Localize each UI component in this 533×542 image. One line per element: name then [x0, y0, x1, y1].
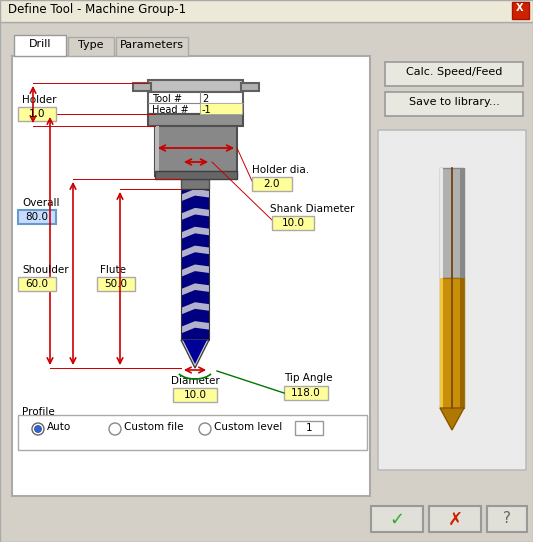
Text: 2: 2 [202, 94, 208, 104]
Text: Shank Diameter: Shank Diameter [270, 204, 354, 214]
Bar [116, 37, 188, 56]
Text: 50.0: 50.0 [104, 279, 127, 289]
Bar [0, 0, 533, 22]
Bar [460, 278, 464, 408]
Text: Shoulder: Shoulder [22, 265, 69, 275]
Polygon shape [440, 408, 464, 430]
Text: Type: Type [78, 40, 104, 50]
Text: Holder dia.: Holder dia. [252, 165, 309, 175]
Text: Custom file: Custom file [124, 422, 183, 432]
Bar [133, 83, 151, 91]
Polygon shape [183, 340, 207, 364]
Bar [148, 114, 243, 126]
Text: Calc. Speed/Feed: Calc. Speed/Feed [406, 67, 502, 77]
Bar [440, 278, 443, 408]
Bar [385, 92, 523, 116]
Bar [155, 171, 237, 179]
Bar [155, 126, 159, 176]
Bar [181, 189, 209, 340]
Polygon shape [181, 340, 209, 368]
Bar [173, 388, 217, 402]
Circle shape [199, 423, 211, 435]
Polygon shape [181, 302, 209, 314]
Bar [487, 506, 527, 532]
Text: Drill: Drill [29, 39, 51, 49]
Text: Parameters: Parameters [120, 40, 184, 50]
Bar [200, 103, 242, 114]
Polygon shape [181, 189, 209, 201]
Bar [460, 168, 464, 278]
Bar [371, 506, 423, 532]
Bar [440, 168, 443, 278]
Bar [230, 0, 430, 18]
Text: 1.0: 1.0 [29, 109, 45, 119]
Bar [181, 189, 209, 340]
Bar [18, 210, 56, 224]
Circle shape [109, 423, 121, 435]
Bar [378, 130, 526, 470]
Bar [18, 413, 367, 417]
Text: ✓: ✓ [390, 511, 405, 529]
Text: ?: ? [503, 511, 511, 526]
Bar [18, 107, 56, 121]
Circle shape [32, 423, 44, 435]
Bar [148, 80, 243, 92]
Text: 80.0: 80.0 [26, 212, 49, 222]
Bar [14, 35, 66, 56]
Polygon shape [181, 283, 209, 295]
Text: ✗: ✗ [447, 511, 463, 529]
Bar [284, 386, 328, 400]
Text: Flute: Flute [100, 265, 126, 275]
Bar [148, 92, 243, 114]
Text: Head #: Head # [152, 105, 189, 115]
Bar [68, 37, 114, 56]
Text: 118.0: 118.0 [291, 388, 321, 398]
Text: Custom level: Custom level [214, 422, 282, 432]
Bar [512, 2, 529, 19]
Bar [429, 506, 481, 532]
Text: Define Tool - Machine Group-1: Define Tool - Machine Group-1 [8, 3, 186, 16]
Text: 10.0: 10.0 [183, 390, 206, 400]
Text: Tip Angle: Tip Angle [284, 373, 333, 383]
Circle shape [35, 425, 42, 433]
Bar [97, 277, 135, 291]
Bar [0, 0, 533, 22]
Bar [252, 177, 292, 191]
Bar [241, 83, 259, 91]
Text: X: X [516, 3, 524, 13]
Bar [12, 56, 370, 496]
Text: Overall: Overall [22, 198, 60, 208]
Text: Save to library...: Save to library... [409, 97, 499, 107]
Bar [18, 415, 367, 450]
Polygon shape [181, 264, 209, 277]
Polygon shape [181, 208, 209, 220]
Bar [155, 126, 237, 176]
Text: Diameter: Diameter [171, 376, 220, 386]
Polygon shape [181, 246, 209, 258]
Text: 1: 1 [306, 423, 312, 433]
Text: Tool #: Tool # [152, 94, 182, 104]
Bar [385, 62, 523, 86]
Text: 2.0: 2.0 [264, 179, 280, 189]
Polygon shape [181, 227, 209, 239]
Text: Holder: Holder [22, 95, 56, 105]
Bar [295, 421, 323, 435]
Text: Auto: Auto [47, 422, 71, 432]
Bar [272, 216, 314, 230]
Text: Profile: Profile [22, 407, 55, 417]
Bar [18, 277, 56, 291]
Bar [181, 179, 209, 189]
Bar [440, 278, 464, 408]
Text: -1: -1 [202, 105, 212, 115]
Polygon shape [181, 321, 209, 333]
Text: 10.0: 10.0 [281, 218, 304, 228]
Text: 60.0: 60.0 [26, 279, 49, 289]
Bar [440, 168, 464, 278]
